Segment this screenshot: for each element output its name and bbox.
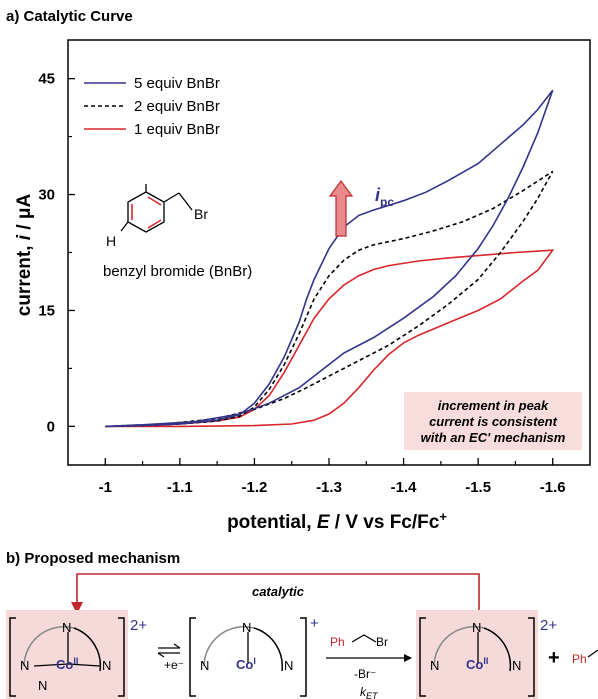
x-tick-label: -1 xyxy=(99,479,112,496)
y-tick-label: 0 xyxy=(47,418,55,435)
n-right-2: N xyxy=(284,658,293,673)
complex-co2-end: CoII N N N 2+ xyxy=(416,610,557,699)
n-right-3: N xyxy=(512,658,521,673)
panel-a-title: a) Catalytic Curve xyxy=(6,8,133,25)
x-tick-label: -1.5 xyxy=(465,479,491,496)
complex-co1: CoI N N N + xyxy=(189,615,319,697)
note-box xyxy=(404,392,582,450)
y-tick-label: 15 xyxy=(38,302,55,319)
loss-label: -Br⁻ xyxy=(354,667,376,681)
molecule-label: benzyl bromide (BnBr) xyxy=(103,263,252,280)
note-line-3: with an EC' mechanism xyxy=(421,430,566,445)
x-tick-label: -1.1 xyxy=(167,479,193,496)
series-line-2-equiv xyxy=(105,170,554,428)
n-top-2: N xyxy=(242,620,251,635)
n-bl-1: N xyxy=(38,678,47,693)
series-line-1-equiv xyxy=(105,249,555,428)
electron-step: +e⁻ xyxy=(164,658,184,672)
charge-3: 2+ xyxy=(540,617,557,634)
x-tick-label: -1.4 xyxy=(391,479,418,496)
benzyl-bromide-structure xyxy=(120,184,193,233)
n-right-1: N xyxy=(102,658,111,673)
increase-arrow xyxy=(328,179,354,237)
complex-co2-start: CoII N N N N 2+ xyxy=(6,610,147,699)
legend-label-5: 5 equiv BnBr xyxy=(134,75,220,92)
note-line-1: increment in peak xyxy=(438,398,549,413)
catalytic-loop-arrow xyxy=(76,573,480,610)
n-left-1: N xyxy=(20,658,29,673)
co-atom-2: CoI xyxy=(236,656,256,672)
y-tick-label: 45 xyxy=(38,71,55,88)
curves xyxy=(105,89,555,428)
co-atom-3: CoII xyxy=(466,656,488,672)
charge-2: + xyxy=(310,615,319,632)
x-tick-label: -1.3 xyxy=(316,479,342,496)
co-atom-1: CoII xyxy=(56,656,78,672)
x-ticks: -1 -1.1 -1.2 -1.3 -1.4 -1.5 -1.6 xyxy=(99,458,566,496)
product-ph: Ph xyxy=(572,652,587,666)
peak-current-label: ipc xyxy=(375,185,394,209)
cv-chart: -1 -1.1 -1.2 -1.3 -1.4 -1.5 -1.6 0 15 30 45 poten… xyxy=(14,39,591,533)
reagent-br: Br xyxy=(376,635,388,649)
x-axis-label: potential, E / V vs Fc/Fc+ xyxy=(227,509,447,533)
y-tick-label: 30 xyxy=(38,187,55,204)
catalytic-arrowhead xyxy=(71,602,83,614)
series-line-5-equiv xyxy=(105,89,554,428)
n-top-3: N xyxy=(472,620,481,635)
legend: 5 equiv BnBr 2 equiv BnBr 1 equiv BnBr xyxy=(84,75,220,138)
legend-label-2: 2 equiv BnBr xyxy=(134,98,220,115)
molecule-br: Br xyxy=(194,206,208,222)
y-ticks: 0 15 30 45 xyxy=(38,71,75,435)
catalytic-label: catalytic xyxy=(252,584,305,599)
n-left-3: N xyxy=(430,658,439,673)
rate-label: kET xyxy=(360,685,379,699)
product-bond xyxy=(587,649,598,658)
n-top-1: N xyxy=(62,620,71,635)
mechanism-note: increment in peak current is consistent … xyxy=(404,392,582,450)
molecule-h: H xyxy=(106,233,116,249)
reaction-arrow xyxy=(326,634,412,662)
x-tick-label: -1.2 xyxy=(241,479,267,496)
plus-sign: + xyxy=(548,647,560,669)
charge-1: 2+ xyxy=(130,617,147,634)
reagent-ph: Ph xyxy=(330,635,345,649)
y-axis-label: current, i / μA xyxy=(14,193,35,316)
mechanism-scheme: catalytic CoII N N N N 2+ +e⁻ CoI N N N … xyxy=(6,573,598,699)
legend-label-1: 1 equiv BnBr xyxy=(134,121,220,138)
equilibrium-arrows xyxy=(157,643,181,658)
note-line-2: current is consistent xyxy=(429,414,558,429)
n-left-2: N xyxy=(200,658,209,673)
panel-b-title: b) Proposed mechanism xyxy=(6,550,181,567)
x-tick-label: -1.6 xyxy=(540,479,566,496)
